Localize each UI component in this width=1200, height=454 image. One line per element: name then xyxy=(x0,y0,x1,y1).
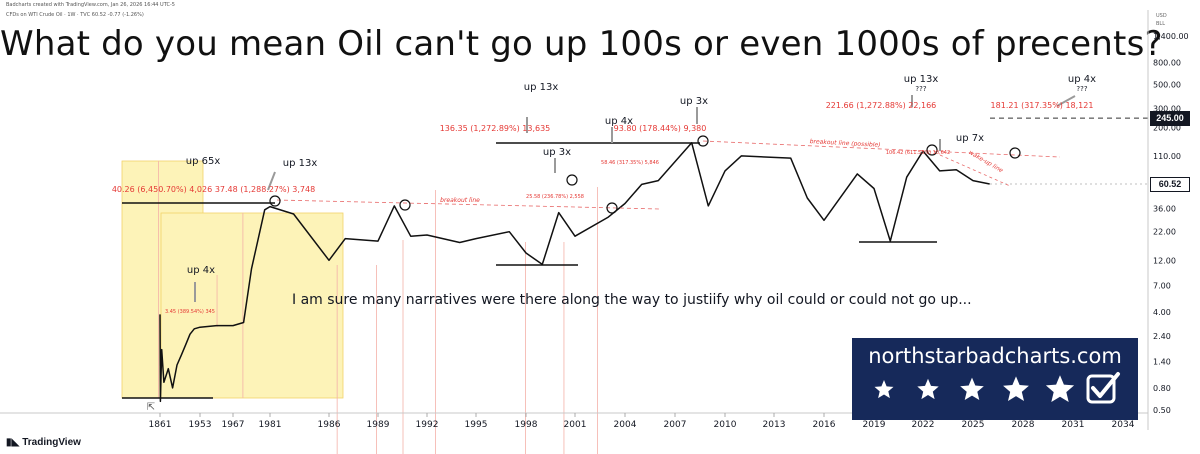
banner-rating-icons xyxy=(874,372,1120,404)
y-tick-label: 22.00 xyxy=(1153,228,1176,237)
annotation-text: up 65x xyxy=(186,156,221,167)
marker-circle-1 xyxy=(399,199,411,211)
chart-title: What do you mean Oil can't go up 100s or… xyxy=(0,24,1163,64)
x-tick-label: 1953 xyxy=(189,420,212,430)
y-tick-label: 300.00 xyxy=(1153,105,1181,114)
breakout-line-possible xyxy=(702,140,1061,158)
checkbox-icon xyxy=(1086,374,1116,404)
x-tick-label: 2010 xyxy=(714,420,737,430)
y-tick-label: 7.00 xyxy=(1153,282,1171,291)
x-tick-label: 1989 xyxy=(367,420,390,430)
x-tick-label: 2031 xyxy=(1062,420,1085,430)
marker-circle-0 xyxy=(269,195,281,207)
x-tick-label: 2019 xyxy=(863,420,886,430)
annotation-text: 181.21 (317.35%) 18,121 xyxy=(991,101,1094,110)
y-tick-label: 200.00 xyxy=(1153,124,1181,133)
tradingview-brand: TradingView xyxy=(22,437,81,448)
x-tick-label: 2034 xyxy=(1112,420,1135,430)
annotation-text: 221.66 (1,272.88%) 22,166 xyxy=(826,101,937,110)
banner-star-icon xyxy=(874,380,894,399)
annotation-text: 25.58 (236.78%) 2,558 xyxy=(526,194,584,200)
marker-circle-6 xyxy=(1009,147,1021,159)
banner-star-icon xyxy=(960,377,984,400)
y-tick-label: 12.00 xyxy=(1153,256,1176,265)
cursor-icon: ⇱ xyxy=(147,402,155,413)
price-series-line xyxy=(159,142,990,403)
annotation-text: up 3x xyxy=(543,147,571,158)
x-tick-label: 1992 xyxy=(416,420,439,430)
annotation-text: 58.46 (317.35%) 5,846 xyxy=(601,160,659,166)
x-tick-label: 1986 xyxy=(318,420,341,430)
y-tick-label: 1.40 xyxy=(1153,357,1171,366)
callout-arrow-8 xyxy=(1056,95,1076,107)
marker-circle-2 xyxy=(566,174,578,186)
annotation-text: 3.45 (389.54%) 345 xyxy=(165,309,215,315)
x-tick-label: 1998 xyxy=(515,420,538,430)
annotation-text: up 3x xyxy=(680,96,708,107)
annotation-text: up 13x xyxy=(524,82,559,93)
x-tick-label: 2016 xyxy=(813,420,836,430)
x-tick-label: 1981 xyxy=(259,420,282,430)
y-tick-label: 110.00 xyxy=(1153,152,1181,161)
y-axis-unit: USD xyxy=(1156,13,1167,19)
x-tick-label: 2007 xyxy=(664,420,687,430)
banner-star-icon xyxy=(1045,375,1075,402)
banner-star-icon xyxy=(1003,376,1029,401)
annotation-text: 106.42 (611.53%) 10,642 xyxy=(886,150,950,156)
annotation-text: breakout line xyxy=(440,197,480,204)
y-tick-label: 800.00 xyxy=(1153,58,1181,67)
breakout-line xyxy=(276,199,661,210)
chart-header-line-2: CFDs on WTI Crude Oil · 1W · TVC 60.52 -… xyxy=(6,12,144,18)
y-axis-unit: BLL xyxy=(1156,21,1165,27)
y-tick-label: 0.80 xyxy=(1153,384,1171,393)
x-tick-label: 2004 xyxy=(614,420,637,430)
annotation-text: 136.35 (1,272.89%) 13,635 xyxy=(440,124,551,133)
chart-header-line-1: Badcharts created with TradingView.com, … xyxy=(6,2,175,8)
annotation-text: wake-up line xyxy=(967,149,1004,174)
annotation-text: 37.48 (1,288.27%) 3,748 xyxy=(215,185,315,194)
y-tick-label: 0.50 xyxy=(1153,406,1171,415)
x-tick-label: 1967 xyxy=(222,420,245,430)
target-price-tag: 245.00 xyxy=(1150,111,1190,126)
annotation-text: 93.80 (178.44%) 9,380 xyxy=(614,124,707,133)
annotation-text: breakout line (possible) xyxy=(810,138,881,149)
y-tick-label: 1,400.00 xyxy=(1153,32,1189,41)
x-tick-label: 1861 xyxy=(149,420,172,430)
current-price-tag: 60.52 xyxy=(1150,177,1190,192)
marker-circle-5 xyxy=(926,144,938,156)
annotation-text: ??? xyxy=(915,85,926,93)
annotation-text: 40.26 (6,450.70%) 4,026 xyxy=(112,185,212,194)
y-tick-label: 500.00 xyxy=(1153,81,1181,90)
annotation-text: ??? xyxy=(1076,85,1087,93)
callout-arrow-1 xyxy=(267,171,276,191)
chart-narrative-note: I am sure many narratives were there alo… xyxy=(292,292,972,308)
check-mark-icon xyxy=(1091,372,1120,398)
x-tick-label: 2001 xyxy=(564,420,587,430)
annotation-text: up 7x xyxy=(956,133,984,144)
annotation-text: up 4x xyxy=(187,265,215,276)
x-tick-label: 1995 xyxy=(465,420,488,430)
marker-circle-3 xyxy=(606,202,618,214)
y-tick-label: 2.40 xyxy=(1153,332,1171,341)
y-tick-label: 36.00 xyxy=(1153,204,1176,213)
annotation-text: up 4x xyxy=(605,116,633,127)
annotation-text: up 13x xyxy=(904,74,939,85)
wake-up-line xyxy=(939,154,1011,187)
tradingview-logo: ▮◣ TradingView xyxy=(6,437,81,448)
x-tick-label: 2022 xyxy=(912,420,935,430)
banner-website: northstarbadcharts.com xyxy=(868,344,1122,368)
x-tick-label: 2025 xyxy=(962,420,985,430)
x-tick-label: 2028 xyxy=(1012,420,1035,430)
y-tick-label: 4.00 xyxy=(1153,308,1171,317)
tradingview-mark-icon: ▮◣ xyxy=(6,437,20,448)
banner-star-icon xyxy=(917,378,939,400)
x-tick-label: 2013 xyxy=(763,420,786,430)
highlight-zone-1 xyxy=(160,212,344,399)
marker-circle-4 xyxy=(697,135,709,147)
annotation-text: up 13x xyxy=(283,158,318,169)
northstar-banner: northstarbadcharts.com xyxy=(852,338,1138,420)
annotation-text: up 4x xyxy=(1068,74,1096,85)
